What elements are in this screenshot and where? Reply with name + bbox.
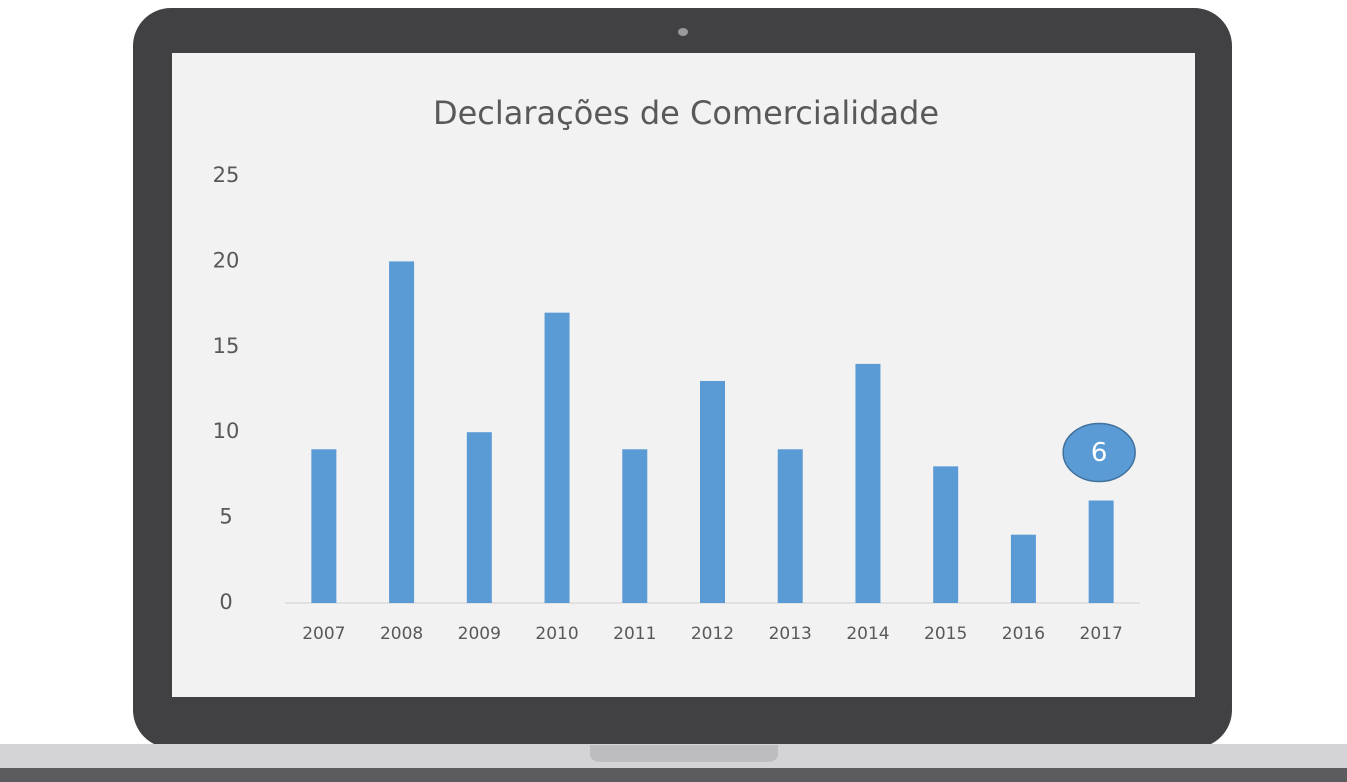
y-tick-label: 20: [213, 248, 240, 272]
bar: [777, 449, 803, 603]
laptop-base-edge: [0, 768, 1347, 782]
bar: [622, 449, 648, 603]
x-tick-label: 2012: [691, 624, 734, 644]
x-tick-label: 2016: [1002, 624, 1045, 644]
y-tick-label: 5: [219, 505, 232, 529]
x-tick-label: 2017: [1080, 624, 1123, 644]
x-tick-label: 2010: [535, 624, 578, 644]
bar: [544, 312, 570, 603]
bar: [933, 466, 959, 603]
x-tick-label: 2009: [458, 624, 501, 644]
x-tick-label: 2007: [302, 624, 345, 644]
x-tick-label: 2008: [380, 624, 423, 644]
y-tick-label: 10: [213, 419, 240, 443]
x-tick-label: 2015: [924, 624, 967, 644]
bar: [700, 380, 725, 603]
x-tick-label: 2013: [769, 624, 812, 644]
bar: [311, 449, 337, 603]
y-tick-label: 25: [213, 163, 240, 187]
data-label: 6: [1091, 438, 1108, 468]
bar: [1010, 534, 1036, 603]
x-tick-label: 2014: [846, 624, 889, 644]
camera: [678, 28, 688, 36]
bar: [389, 261, 415, 603]
bar: [1088, 500, 1114, 603]
y-tick-label: 0: [219, 590, 232, 614]
bar: [855, 363, 881, 603]
chart-title: Declarações de Comercialidade: [433, 94, 939, 132]
x-tick-label: 2011: [613, 624, 656, 644]
data-label-bubble: [1062, 422, 1136, 483]
y-tick-label: 15: [213, 334, 240, 358]
laptop-notch: [590, 745, 778, 762]
bar: [466, 432, 492, 603]
